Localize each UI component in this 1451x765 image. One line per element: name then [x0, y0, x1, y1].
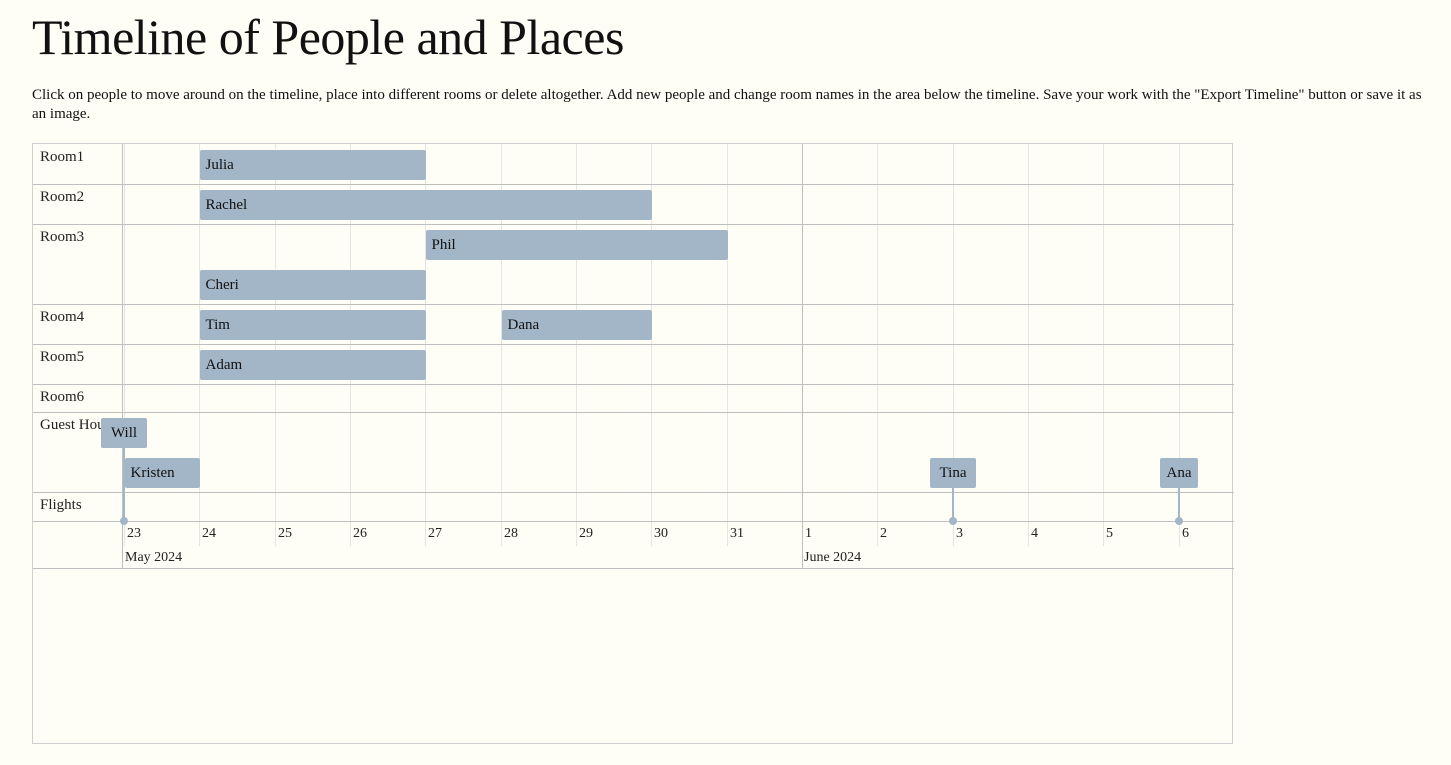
page-title: Timeline of People and Places: [32, 9, 624, 65]
person-adam[interactable]: Adam: [199, 350, 426, 380]
marker-line-ana: [1178, 488, 1180, 521]
instructions-text: Click on people to move around on the ti…: [32, 87, 1422, 122]
room-label-room3[interactable]: Room3: [40, 229, 85, 245]
room-label-room5[interactable]: Room5: [40, 349, 85, 365]
axis-day-label: 31: [730, 526, 744, 541]
axis-day-label: 24: [202, 526, 216, 541]
room-label-room1[interactable]: Room1: [40, 149, 85, 165]
axis-day-label: 1: [805, 526, 812, 541]
person-ana[interactable]: Ana: [1160, 458, 1198, 488]
axis-day-label: 25: [278, 526, 292, 541]
axis-day-label: 29: [579, 526, 593, 541]
person-kristen[interactable]: Kristen: [124, 458, 200, 488]
person-rachel[interactable]: Rachel: [199, 190, 652, 220]
room-label-room4[interactable]: Room4: [40, 309, 85, 325]
room-label-room6[interactable]: Room6: [40, 389, 85, 405]
person-tina[interactable]: Tina: [930, 458, 976, 488]
person-julia[interactable]: Julia: [199, 150, 426, 180]
room-label-room2[interactable]: Room2: [40, 189, 85, 205]
axis-day-label: 26: [353, 526, 367, 541]
room-label-guesthouse[interactable]: Guest House: [40, 417, 118, 433]
axis-month-label: June 2024: [804, 550, 862, 565]
marker-dot-will: [120, 517, 128, 525]
person-cheri[interactable]: Cheri: [199, 270, 426, 300]
person-will[interactable]: Will: [101, 418, 147, 448]
marker-dot-tina: [949, 517, 957, 525]
person-tim[interactable]: Tim: [199, 310, 426, 340]
marker-dot-ana: [1175, 517, 1183, 525]
marker-line-will: [123, 448, 125, 521]
axis-day-label: 6: [1182, 526, 1189, 541]
axis-day-label: 2: [880, 526, 887, 541]
person-phil[interactable]: Phil: [425, 230, 728, 260]
axis-day-label: 4: [1031, 526, 1038, 541]
axis-day-label: 30: [654, 526, 668, 541]
person-dana[interactable]: Dana: [501, 310, 652, 340]
axis-day-label: 27: [428, 526, 442, 541]
room-label-flights[interactable]: Flights: [40, 497, 82, 513]
axis-day-label: 3: [956, 526, 963, 541]
marker-line-tina: [952, 488, 954, 521]
axis-month-label: May 2024: [125, 550, 183, 565]
timeline[interactable]: Room1 Room2 Room3 Room4 Room5 Room6 Guest Hous…: [32, 143, 1234, 744]
axis-day-label: 5: [1106, 526, 1113, 541]
axis-day-label: 23: [127, 526, 141, 541]
axis-day-label: 28: [504, 526, 518, 541]
